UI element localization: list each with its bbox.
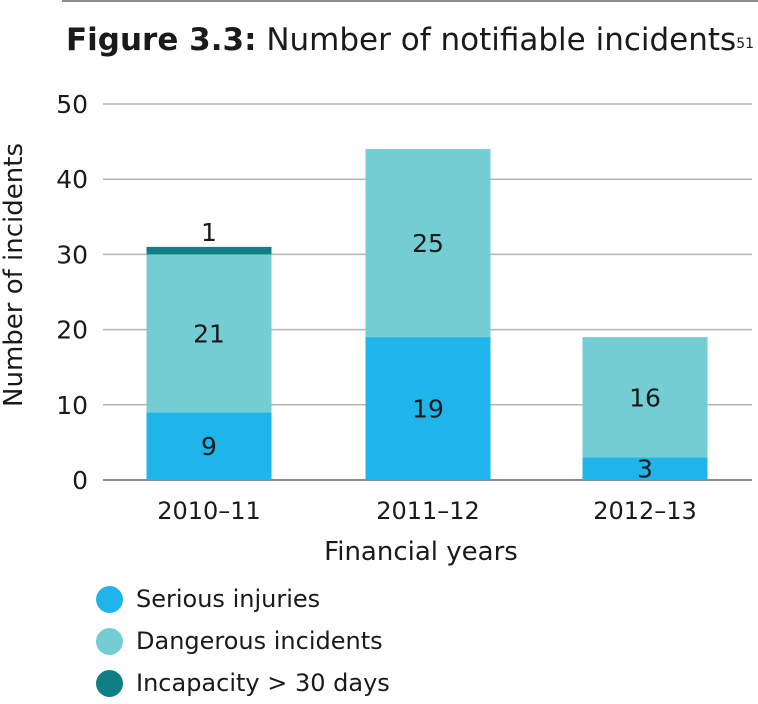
y-tick-label: 0 — [72, 466, 88, 495]
x-tick-label: 2012–13 — [593, 497, 697, 525]
bar-segment — [582, 457, 708, 480]
legend-swatch — [96, 669, 123, 697]
bar-segment — [146, 254, 272, 413]
data-label: 21 — [193, 319, 225, 348]
legend-swatch — [96, 585, 123, 613]
y-tick-label: 40 — [56, 165, 88, 194]
legend: Serious injuries Dangerous incidents Incap… — [96, 578, 390, 704]
bar-segment — [365, 149, 491, 338]
x-tick-label: 2010–11 — [157, 497, 261, 525]
y-tick-label: 50 — [56, 90, 88, 119]
data-label: 19 — [412, 395, 444, 424]
legend-label: Incapacity > 30 days — [136, 669, 390, 697]
data-label: 1 — [201, 218, 217, 247]
bar-segment — [582, 337, 708, 458]
figure-title: Figure 3.3: Number of notifiable inciden… — [66, 20, 754, 60]
bar-segment — [146, 412, 272, 480]
data-label: 25 — [412, 229, 444, 258]
legend-item: Incapacity > 30 days — [96, 662, 390, 704]
top-rule — [62, 0, 758, 2]
legend-label: Serious injuries — [136, 585, 321, 613]
legend-item: Dangerous incidents — [96, 620, 390, 662]
x-tick-label: 2011–12 — [376, 497, 480, 525]
legend-swatch — [96, 627, 123, 655]
data-label: 9 — [201, 432, 217, 461]
bar-segment — [365, 337, 491, 480]
bar-segment — [146, 246, 272, 255]
footnote-ref: 51 — [736, 36, 755, 52]
y-tick-label: 10 — [56, 391, 88, 420]
y-tick-label: 20 — [56, 316, 88, 345]
x-axis-title: Financial years — [324, 537, 518, 567]
legend-label: Dangerous incidents — [136, 627, 383, 655]
y-axis-title: Number of incidents — [0, 143, 29, 407]
y-tick-label: 30 — [56, 240, 88, 269]
legend-item: Serious injuries — [96, 578, 390, 620]
figure-title-text: Number of notifiable incidents — [266, 22, 737, 58]
data-label: 16 — [629, 383, 661, 412]
data-label: 3 — [637, 455, 653, 484]
figure-label: Figure 3.3: — [66, 22, 257, 58]
